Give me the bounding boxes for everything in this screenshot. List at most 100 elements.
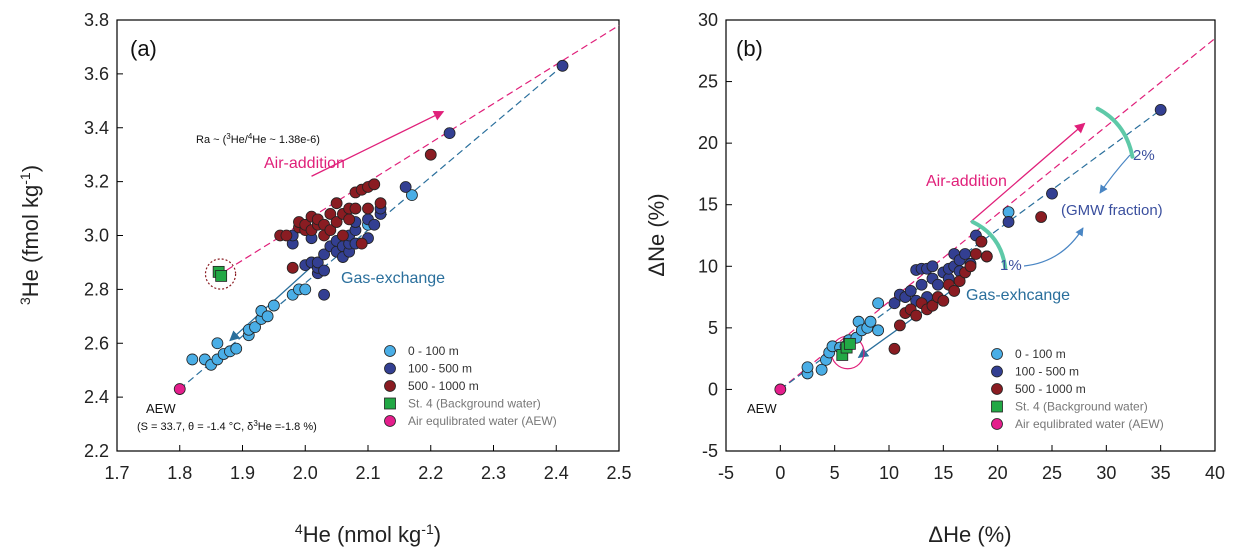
legend-label: 100 - 500 m <box>408 362 472 376</box>
y-tick-label: 3.2 <box>84 172 109 192</box>
x-tick-label: 35 <box>1151 463 1171 483</box>
data-point <box>980 250 993 263</box>
x-tick-label: 25 <box>1042 463 1062 483</box>
panel-b-frame <box>725 19 1216 452</box>
x-tick-label: 2.5 <box>606 463 631 483</box>
gmw-curve-1pct <box>970 219 1008 270</box>
x-tick-label: 40 <box>1205 463 1225 483</box>
data-point <box>970 248 982 260</box>
panel-b-legend: 0 - 100 m 100 - 500 m 500 - 1000 m St. 4 (B… <box>991 347 1164 431</box>
data-point <box>324 208 337 220</box>
data-point <box>299 283 312 296</box>
data-point <box>343 213 356 226</box>
y-tick-label: 2.8 <box>84 279 109 299</box>
y-tick-label: 10 <box>698 256 718 276</box>
legend-marker <box>384 345 396 357</box>
data-point <box>443 127 456 140</box>
x-tick-label: 2.3 <box>481 463 506 483</box>
panel-a-ra-annotation: Ra ~ (3He/4He ~ 1.38e-6) <box>196 132 320 147</box>
x-tick-label: 30 <box>1096 463 1116 483</box>
y-tick-label: 5 <box>708 318 718 338</box>
data-point <box>959 248 971 260</box>
y-tick-label: 2.2 <box>84 441 109 461</box>
x-tick-label: 2.1 <box>355 463 380 483</box>
panel-a-gas-exchange-label: Gas-exchange <box>341 270 445 287</box>
legend-label: 0 - 100 m <box>1015 347 1066 361</box>
panel-b-gmw-label: (GMW fraction) <box>1061 202 1163 219</box>
x-tick-label: 20 <box>988 463 1008 483</box>
x-tick-label: 2.2 <box>418 463 443 483</box>
panel-a-x-axis-label: 4He (nmol kg-1) <box>295 521 441 547</box>
data-point <box>318 264 330 277</box>
data-point <box>964 260 977 273</box>
data-point <box>362 202 374 215</box>
data-point <box>211 337 224 350</box>
y-tick-label: 3.0 <box>84 226 109 246</box>
x-tick-label: 15 <box>933 463 953 483</box>
data-point <box>330 216 343 228</box>
data-point <box>872 324 885 337</box>
data-point <box>948 285 961 297</box>
data-point <box>953 275 966 287</box>
data-point <box>1002 206 1015 219</box>
legend-marker <box>384 397 396 410</box>
data-point-square <box>215 270 228 282</box>
air-addition-arrow <box>970 122 1086 223</box>
data-point <box>915 278 928 291</box>
data-point <box>374 197 387 210</box>
legend-marker <box>991 418 1003 430</box>
data-point <box>368 178 381 191</box>
data-point <box>424 148 437 161</box>
legend-label: 500 - 1000 m <box>1015 382 1086 396</box>
panel-b-pct1-label: 1% <box>1000 257 1022 274</box>
data-point <box>406 189 418 201</box>
data-point <box>872 297 885 310</box>
data-point <box>926 299 939 312</box>
y-tick-label: 3.8 <box>84 10 109 30</box>
air-addition-arrow <box>311 111 445 177</box>
panel-b-y-axis-label: ΔNe (%) <box>644 193 669 276</box>
legend-marker <box>991 365 1003 378</box>
legend-label: 500 - 1000 m <box>408 379 479 393</box>
panel-b-pct2-label: 2% <box>1133 147 1155 164</box>
legend-marker <box>384 362 396 375</box>
y-tick-label: 20 <box>698 133 718 153</box>
data-point <box>318 288 330 301</box>
gmw-arrow-lower <box>1023 227 1084 267</box>
panel-b-ticks: -5 0 5 10 15 20 25 30 35 40 -5 0 5 10 15 20 25 30 <box>698 10 1225 483</box>
panel-a-y-axis-label: 3He (fmol kg-1) <box>17 165 43 305</box>
data-point <box>801 361 814 374</box>
y-tick-label: 2.6 <box>84 333 109 353</box>
x-tick-label: 2.4 <box>544 463 569 483</box>
data-point <box>318 248 330 261</box>
panel-b-x-axis-label: ΔHe (%) <box>928 522 1011 547</box>
air-addition-line <box>779 38 1216 390</box>
legend-label: 0 - 100 m <box>408 344 459 358</box>
panel-b-gas-exchange-label: Gas-exhcange <box>966 287 1070 304</box>
data-point <box>815 363 828 376</box>
x-tick-label: 2.0 <box>293 463 318 483</box>
data-point <box>864 315 877 328</box>
panel-a-aew-conditions: (S = 33.7, θ = -1.4 °C, δ3He =-1.8 %) <box>137 419 317 434</box>
data-point <box>1046 187 1058 200</box>
y-tick-label: 30 <box>698 10 718 30</box>
data-point <box>399 181 412 193</box>
x-tick-label: 10 <box>879 463 899 483</box>
data-point <box>888 297 901 310</box>
data-point <box>173 383 186 395</box>
legend-marker <box>384 415 396 427</box>
panel-b-air-addition-label: Air-addition <box>926 173 1007 190</box>
data-point <box>324 224 337 237</box>
data-point <box>556 59 569 72</box>
data-point <box>1035 211 1048 223</box>
legend-label: Air equlibrated water (AEW) <box>1015 417 1164 431</box>
data-point <box>1002 216 1015 228</box>
y-tick-label: -5 <box>702 441 718 461</box>
x-tick-label: 1.9 <box>230 463 255 483</box>
x-tick-label: 1.7 <box>104 463 129 483</box>
panel-a-legend: 0 - 100 m 100 - 500 m 500 - 1000 m St. 4 (B… <box>384 344 557 428</box>
data-point <box>349 202 362 215</box>
y-tick-label: 15 <box>698 195 718 215</box>
panel-a-aew-label: AEW <box>146 401 176 416</box>
